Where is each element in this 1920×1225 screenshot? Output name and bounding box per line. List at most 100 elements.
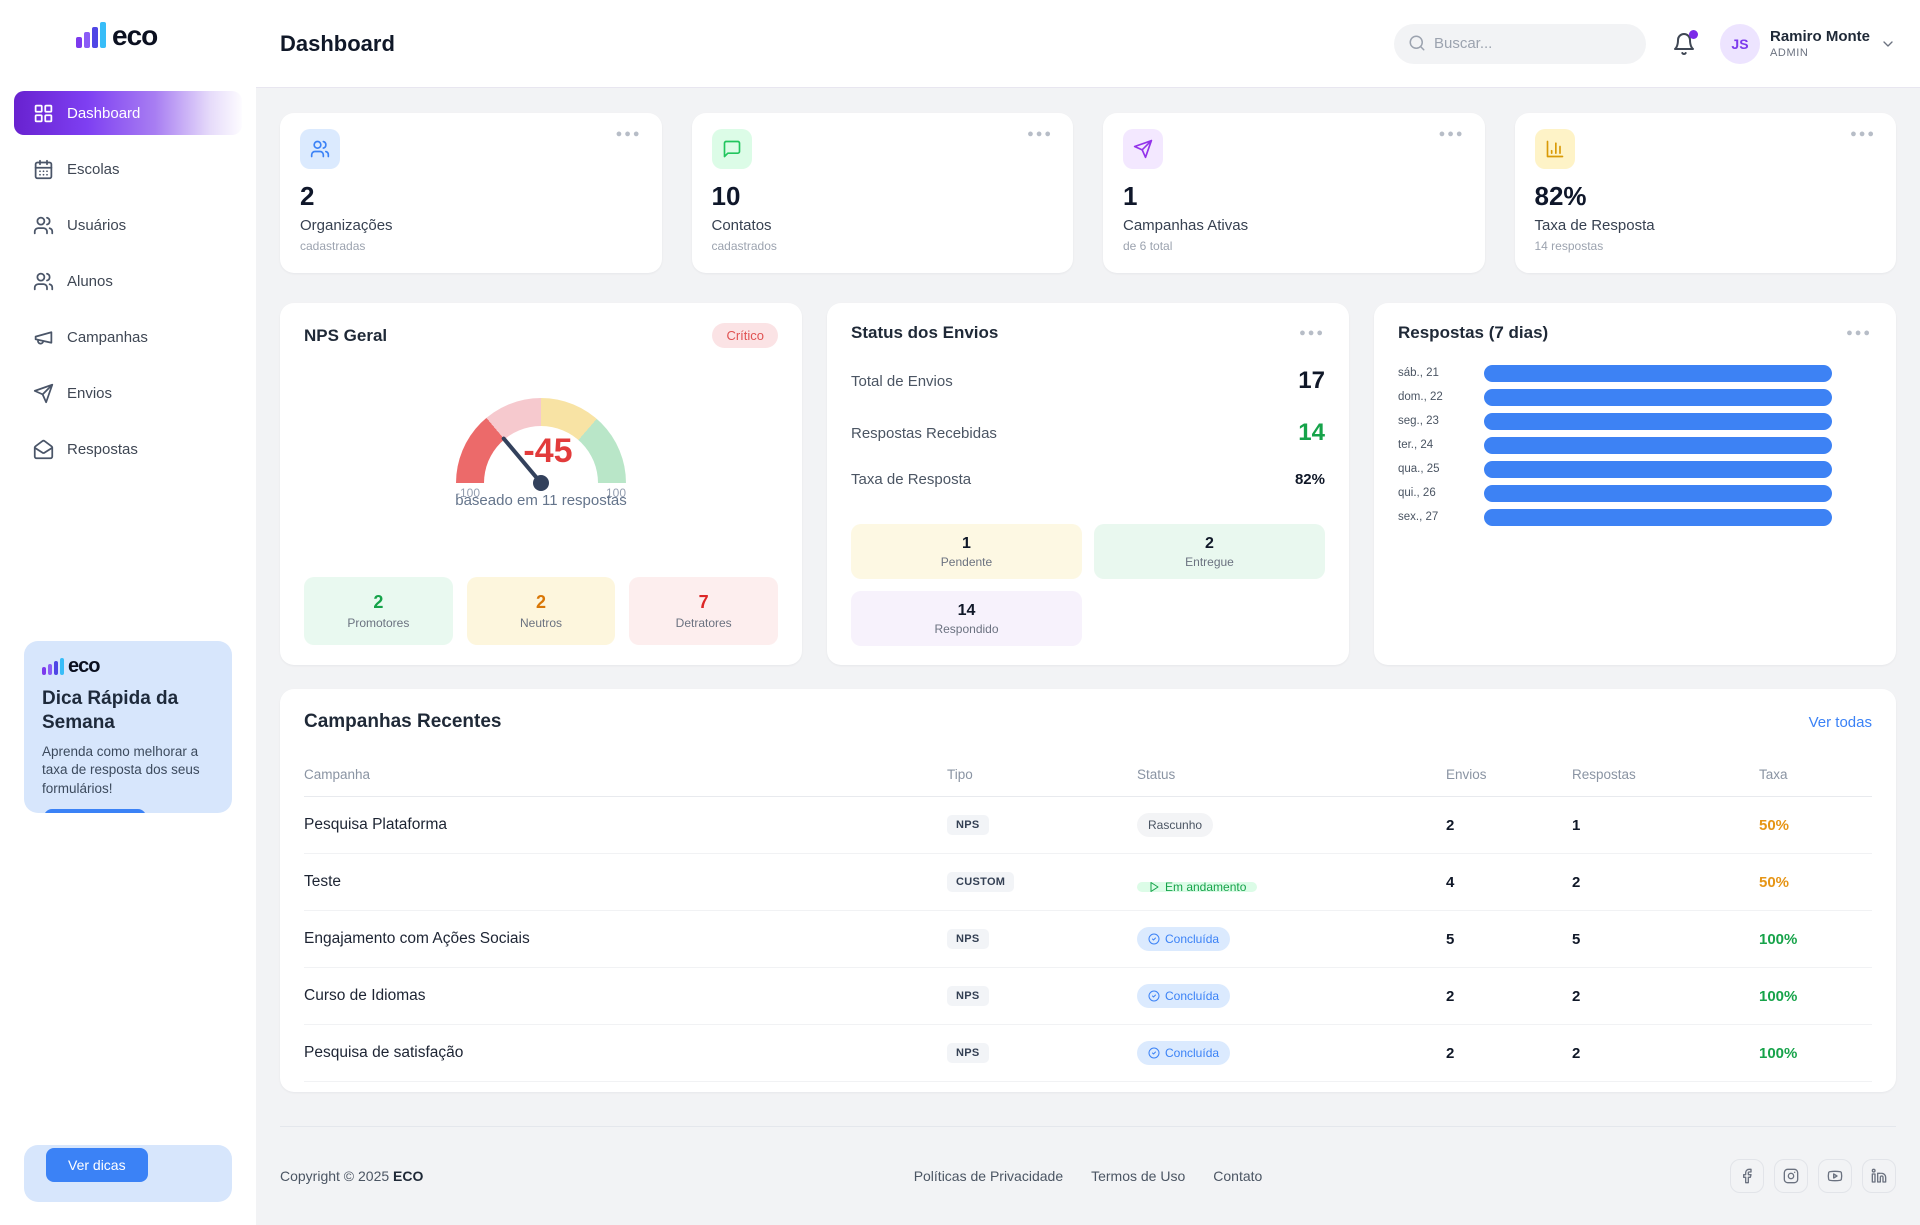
stat-value: 82% (1535, 181, 1877, 212)
linkedin-icon[interactable] (1862, 1159, 1896, 1193)
neutros-label: Neutros (520, 616, 562, 630)
youtube-icon[interactable] (1818, 1159, 1852, 1193)
sidebar-item-campanhas[interactable]: Campanhas (14, 315, 242, 359)
sidebar-item-label: Escolas (67, 161, 120, 178)
campaign-name: Pesquisa Plataforma (304, 816, 947, 834)
stat-sublabel: 14 respostas (1535, 239, 1877, 253)
brand-logo-icon (42, 658, 64, 675)
ver-dicas-button[interactable]: Ver dicas (44, 809, 146, 813)
table-row[interactable]: Teste CUSTOM Em andamento 4 2 50% (304, 854, 1872, 911)
bar-label: seg., 23 (1398, 415, 1484, 427)
footer-link-privacidade[interactable]: Políticas de Privacidade (914, 1168, 1063, 1184)
ver-todas-link[interactable]: Ver todas (1809, 714, 1872, 731)
promo-title: Dica Rápida da Semana (42, 687, 214, 735)
envios-count: 2 (1446, 1045, 1572, 1062)
sidebar-item-usuarios[interactable]: Usuários (14, 203, 242, 247)
card-menu-icon[interactable]: ●●● (1846, 328, 1872, 339)
page-title: Dashboard (280, 31, 395, 57)
sidebar: eco Dashboard Escolas Usuários Alunos Ca… (0, 0, 256, 1225)
middle-row: NPS Geral Crítico -45 -100 100 baseado e… (280, 303, 1896, 665)
bar (1484, 485, 1832, 502)
nps-caption: baseado em 11 respostas (304, 492, 778, 509)
footer-link-termos[interactable]: Termos de Uso (1091, 1168, 1185, 1184)
status-badge: Concluída (1137, 984, 1230, 1008)
respostas-count: 2 (1572, 1045, 1759, 1062)
facebook-icon[interactable] (1730, 1159, 1764, 1193)
notifications-bell-icon[interactable] (1672, 32, 1696, 56)
respostas-recebidas-value: 14 (1298, 419, 1325, 447)
card-menu-icon[interactable]: ●●● (1299, 328, 1325, 339)
neutros-value: 2 (536, 592, 546, 613)
entregue-value: 2 (1205, 535, 1214, 553)
sidebar-item-alunos[interactable]: Alunos (14, 259, 242, 303)
table-row[interactable]: Pesquisa Plataforma NPS Rascunho 2 1 50% (304, 797, 1872, 854)
bar-chart-icon (1535, 129, 1575, 169)
promotores-box: 2 Promotores (304, 577, 453, 645)
promo-card-bottom: Ver dicas (24, 1145, 232, 1202)
card-menu-icon[interactable]: ●●● (1439, 129, 1465, 140)
instagram-icon[interactable] (1774, 1159, 1808, 1193)
avatar[interactable]: JS (1720, 24, 1760, 64)
entregue-label: Entregue (1185, 555, 1234, 569)
bar-label: qui., 26 (1398, 487, 1484, 499)
stat-cards-row: ●●● 2 Organizações cadastradas ●●● 10 Co… (280, 113, 1896, 273)
chevron-down-icon[interactable] (1880, 36, 1896, 52)
stat-value: 2 (300, 181, 642, 212)
brand-logo-text: eco (112, 23, 157, 48)
col-tipo: Tipo (947, 767, 1137, 782)
total-envios-value: 17 (1298, 367, 1325, 395)
search-icon (1408, 34, 1426, 52)
promotores-value: 2 (373, 592, 383, 613)
taxa-resposta-value: 82% (1295, 471, 1325, 488)
promo-body: Aprenda como melhorar a taxa de resposta… (42, 743, 214, 800)
sidebar-item-envios[interactable]: Envios (14, 371, 242, 415)
col-taxa: Taxa (1759, 767, 1872, 782)
calendar-icon (33, 159, 54, 180)
status-badge: Rascunho (1137, 813, 1213, 837)
bar (1484, 389, 1832, 406)
table-row[interactable]: Curso de Idiomas NPS Concluída 2 2 100% (304, 968, 1872, 1025)
ver-dicas-button[interactable]: Ver dicas (46, 1148, 148, 1182)
notification-badge (1689, 30, 1698, 39)
sidebar-item-respostas[interactable]: Respostas (14, 427, 242, 471)
users-icon (33, 215, 54, 236)
detratores-value: 7 (699, 592, 709, 613)
col-campanha: Campanha (304, 767, 947, 782)
card-menu-icon[interactable]: ●●● (1850, 129, 1876, 140)
bar (1484, 413, 1832, 430)
respostas-recebidas-label: Respostas Recebidas (851, 425, 997, 442)
sidebar-item-escolas[interactable]: Escolas (14, 147, 242, 191)
respondido-value: 14 (958, 602, 976, 620)
search-input[interactable] (1394, 24, 1646, 64)
table-row[interactable]: Pesquisa de satisfação NPS Concluída 2 2… (304, 1025, 1872, 1082)
footer-link-contato[interactable]: Contato (1213, 1168, 1262, 1184)
nps-value: -45 (470, 432, 626, 471)
col-respostas: Respostas (1572, 767, 1759, 782)
bar-label: qua., 25 (1398, 463, 1484, 475)
play-icon (1148, 882, 1160, 892)
table-row[interactable]: Engajamento com Ações Sociais NPS Conclu… (304, 911, 1872, 968)
card-menu-icon[interactable]: ●●● (616, 129, 642, 140)
bar (1484, 509, 1832, 526)
send-icon (1123, 129, 1163, 169)
stat-value: 10 (712, 181, 1054, 212)
sidebar-item-label: Campanhas (67, 329, 148, 346)
nps-card: NPS Geral Crítico -45 -100 100 baseado e… (280, 303, 802, 665)
sidebar-item-label: Alunos (67, 273, 113, 290)
respostas-count: 1 (1572, 817, 1759, 834)
stat-label: Contatos (712, 217, 1054, 234)
type-badge: NPS (947, 815, 989, 835)
respostas-count: 2 (1572, 874, 1759, 891)
sidebar-item-dashboard[interactable]: Dashboard (14, 91, 242, 135)
brand-logo: eco (0, 0, 256, 48)
table-header-row: Campanha Tipo Status Envios Respostas Ta… (304, 753, 1872, 797)
card-menu-icon[interactable]: ●●● (1027, 129, 1053, 140)
stat-card-taxa-resposta: ●●● 82% Taxa de Resposta 14 respostas (1515, 113, 1897, 273)
check-circle-icon (1148, 1047, 1160, 1059)
bar-row: ter., 24 (1398, 433, 1872, 457)
pendente-value: 1 (962, 535, 971, 553)
taxa-value: 100% (1759, 988, 1872, 1005)
message-icon (712, 129, 752, 169)
nps-status-badge: Crítico (712, 323, 778, 348)
weekly-title: Respostas (7 dias) (1398, 323, 1548, 343)
